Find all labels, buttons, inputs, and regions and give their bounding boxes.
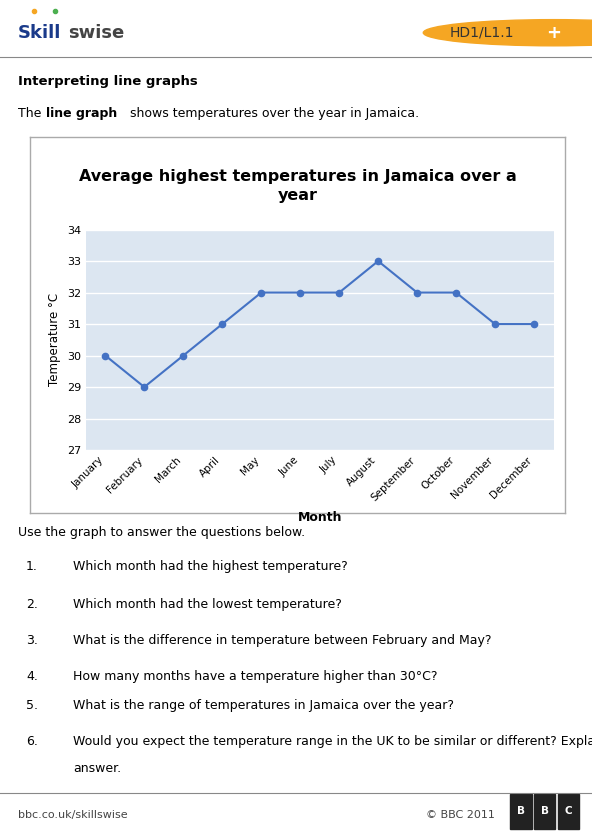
Text: What is the difference in temperature between February and May?: What is the difference in temperature be…	[73, 634, 492, 647]
Text: 5.: 5.	[26, 699, 38, 711]
Text: © BBC 2011: © BBC 2011	[426, 810, 495, 820]
Text: Would you expect the temperature range in the UK to be similar or different? Exp: Would you expect the temperature range i…	[73, 735, 592, 747]
Text: How many months have a temperature higher than 30°C?: How many months have a temperature highe…	[73, 670, 438, 683]
FancyBboxPatch shape	[534, 794, 555, 829]
Text: Which month had the highest temperature?: Which month had the highest temperature?	[73, 560, 348, 572]
Text: 3.: 3.	[26, 634, 38, 647]
Text: B: B	[517, 806, 525, 816]
Text: 1.: 1.	[26, 560, 38, 572]
Text: What is the range of temperatures in Jamaica over the year?: What is the range of temperatures in Jam…	[73, 699, 455, 711]
Text: Interpreting line graphs: Interpreting line graphs	[18, 75, 198, 88]
Text: Average highest temperatures in Jamaica over a
year: Average highest temperatures in Jamaica …	[79, 169, 516, 203]
Text: shows temperatures over the year in Jamaica.: shows temperatures over the year in Jama…	[126, 107, 419, 120]
Text: Which month had the lowest temperature?: Which month had the lowest temperature?	[73, 597, 342, 611]
Text: answer.: answer.	[73, 762, 121, 774]
Text: +: +	[546, 23, 561, 42]
FancyBboxPatch shape	[510, 794, 532, 829]
Text: 6.: 6.	[26, 735, 38, 747]
Text: C: C	[565, 806, 572, 816]
Text: line graph: line graph	[46, 107, 117, 120]
Text: B: B	[540, 806, 549, 816]
X-axis label: Month: Month	[297, 511, 342, 524]
Text: Skill: Skill	[18, 23, 61, 42]
Text: 4.: 4.	[26, 670, 38, 683]
Text: HD1/L1.1: HD1/L1.1	[450, 26, 514, 39]
Text: Use the graph to answer the questions below.: Use the graph to answer the questions be…	[18, 526, 305, 540]
Text: The: The	[18, 107, 45, 120]
Text: 2.: 2.	[26, 597, 38, 611]
Circle shape	[423, 19, 592, 46]
Text: swise: swise	[68, 23, 124, 42]
FancyBboxPatch shape	[558, 794, 579, 829]
Y-axis label: Temperature °C: Temperature °C	[48, 293, 61, 386]
Text: bbc.co.uk/skillswise: bbc.co.uk/skillswise	[18, 810, 127, 820]
